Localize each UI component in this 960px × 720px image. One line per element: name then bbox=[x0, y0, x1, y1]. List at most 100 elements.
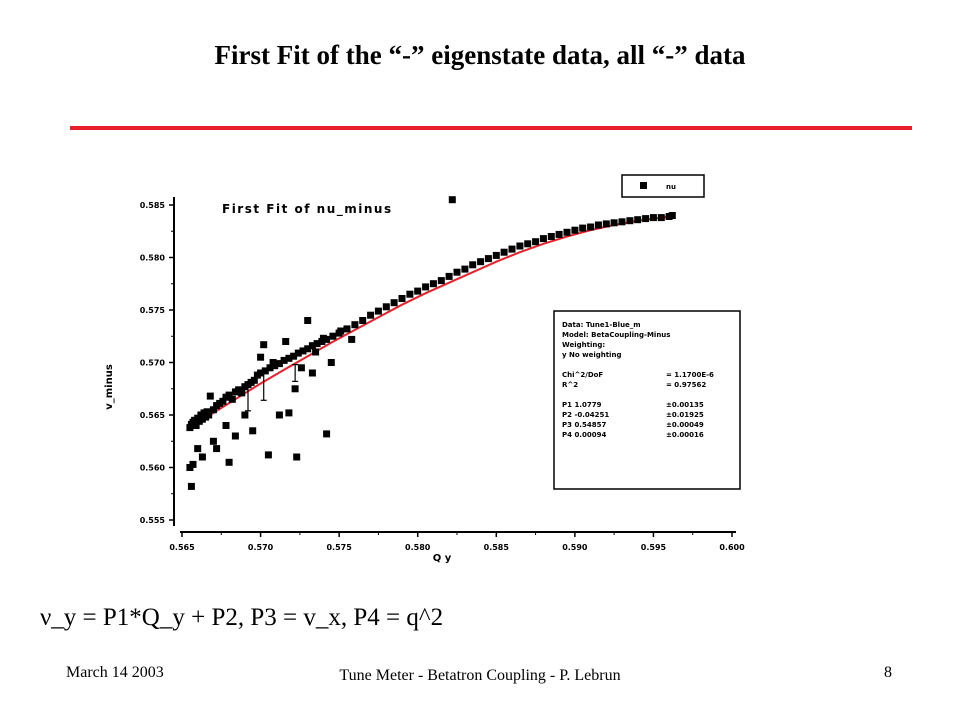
axes: 0.555 0.560 0.565 0.570 0.575 0.580 0.585 0.565… bbox=[140, 197, 745, 552]
stats-label: y No weighting bbox=[562, 351, 621, 359]
stats-label: Weighting: bbox=[562, 341, 605, 349]
data-point bbox=[209, 437, 217, 445]
data-point bbox=[359, 317, 367, 324]
data-point bbox=[225, 458, 233, 466]
y-tick-label: 0.565 bbox=[140, 411, 166, 420]
stats-label: Chi^2/DoF bbox=[562, 371, 603, 379]
data-point bbox=[626, 217, 634, 225]
y-tick-label: 0.560 bbox=[140, 464, 166, 473]
stats-value: ±0.00049 bbox=[666, 421, 704, 429]
stats-value: ±0.00016 bbox=[666, 431, 704, 439]
data-point bbox=[382, 303, 390, 311]
errorbar-layer bbox=[245, 364, 299, 412]
data-point bbox=[293, 453, 301, 461]
data-point bbox=[532, 238, 540, 246]
data-point bbox=[313, 340, 321, 348]
data-point bbox=[257, 369, 265, 377]
y-tick-label: 0.580 bbox=[140, 254, 166, 263]
data-point bbox=[327, 359, 335, 366]
data-point bbox=[209, 406, 217, 414]
data-point bbox=[261, 367, 269, 375]
data-point bbox=[228, 395, 236, 403]
data-point bbox=[299, 347, 307, 355]
data-point bbox=[323, 430, 331, 438]
footer-title: Tune Meter - Betatron Coupling - P. Lebr… bbox=[339, 667, 621, 684]
data-point bbox=[219, 397, 227, 405]
x-tick-label: 0.600 bbox=[719, 543, 745, 552]
data-point bbox=[563, 228, 571, 236]
data-point bbox=[249, 427, 257, 435]
data-point bbox=[437, 277, 445, 285]
data-point bbox=[602, 220, 610, 228]
stats-value: = 1.1700E-6 bbox=[666, 371, 714, 379]
slide-title: First Fit of the “-” eigenstate data, al… bbox=[214, 40, 746, 70]
data-point bbox=[343, 325, 351, 333]
data-point bbox=[571, 226, 579, 234]
data-point bbox=[555, 230, 563, 238]
data-point bbox=[453, 268, 461, 276]
fit-formula: ν_y = P1*Q_y + P2, P3 = v_x, P4 = q^2 bbox=[40, 604, 444, 631]
stats-value: ±0.00135 bbox=[666, 401, 704, 409]
y-tick-label: 0.585 bbox=[140, 201, 166, 210]
data-point bbox=[390, 299, 398, 307]
data-point bbox=[398, 295, 406, 302]
x-tick-label: 0.590 bbox=[562, 543, 588, 552]
data-point bbox=[291, 385, 299, 393]
x-tick-label: 0.565 bbox=[169, 543, 195, 552]
x-tick-label: 0.595 bbox=[641, 543, 667, 552]
legend-marker bbox=[640, 182, 647, 189]
data-point bbox=[484, 255, 492, 263]
data-point bbox=[222, 422, 230, 429]
data-point bbox=[329, 332, 337, 340]
data-point bbox=[213, 445, 221, 453]
points-layer bbox=[186, 196, 676, 490]
stats-label: P4 0.00094 bbox=[562, 431, 606, 439]
fit-plot: First Fit of nu_minus 0.5550.5600.5650.5… bbox=[104, 174, 745, 564]
data-point bbox=[206, 392, 214, 400]
data-point bbox=[264, 451, 272, 459]
footer-date: March 14 2003 bbox=[66, 664, 164, 681]
x-tick-label: 0.585 bbox=[484, 543, 510, 552]
title-divider bbox=[70, 126, 912, 130]
data-point bbox=[275, 411, 283, 419]
data-point bbox=[192, 422, 200, 429]
data-point bbox=[231, 432, 239, 440]
data-point bbox=[429, 280, 437, 288]
data-point bbox=[319, 334, 327, 342]
data-point bbox=[649, 214, 657, 222]
data-point bbox=[238, 389, 246, 397]
data-point bbox=[280, 356, 288, 364]
data-point bbox=[260, 341, 268, 349]
data-point bbox=[642, 215, 650, 223]
data-point bbox=[547, 233, 555, 240]
data-point bbox=[477, 258, 485, 266]
data-point bbox=[304, 345, 312, 353]
data-point bbox=[308, 369, 316, 377]
data-point bbox=[461, 265, 469, 273]
y-tick-label: 0.575 bbox=[140, 306, 166, 315]
stats-label: P3 0.54857 bbox=[562, 421, 606, 429]
data-point bbox=[294, 349, 302, 357]
data-point bbox=[374, 307, 382, 315]
data-point bbox=[194, 445, 202, 453]
stats-label: P1 1.0779 bbox=[562, 401, 602, 409]
data-point bbox=[492, 251, 500, 259]
data-point bbox=[610, 219, 618, 227]
data-point bbox=[282, 338, 290, 345]
data-point bbox=[445, 272, 453, 280]
data-point bbox=[587, 223, 595, 231]
data-point bbox=[406, 290, 414, 298]
data-point bbox=[524, 240, 532, 248]
x-tick-label: 0.570 bbox=[248, 543, 274, 552]
fit-stats-box: Data: Tune1-Blue_m Model: BetaCoupling-Mi… bbox=[553, 310, 741, 490]
data-point bbox=[205, 411, 213, 419]
stats-label: P2 -0.04251 bbox=[562, 411, 609, 419]
page-number: 8 bbox=[884, 664, 892, 681]
data-point bbox=[594, 221, 602, 229]
data-point bbox=[367, 311, 375, 319]
data-point bbox=[285, 354, 293, 362]
data-point bbox=[187, 482, 195, 490]
legend: nu bbox=[621, 174, 705, 198]
data-point bbox=[189, 460, 197, 468]
y-tick-label: 0.555 bbox=[140, 516, 166, 525]
